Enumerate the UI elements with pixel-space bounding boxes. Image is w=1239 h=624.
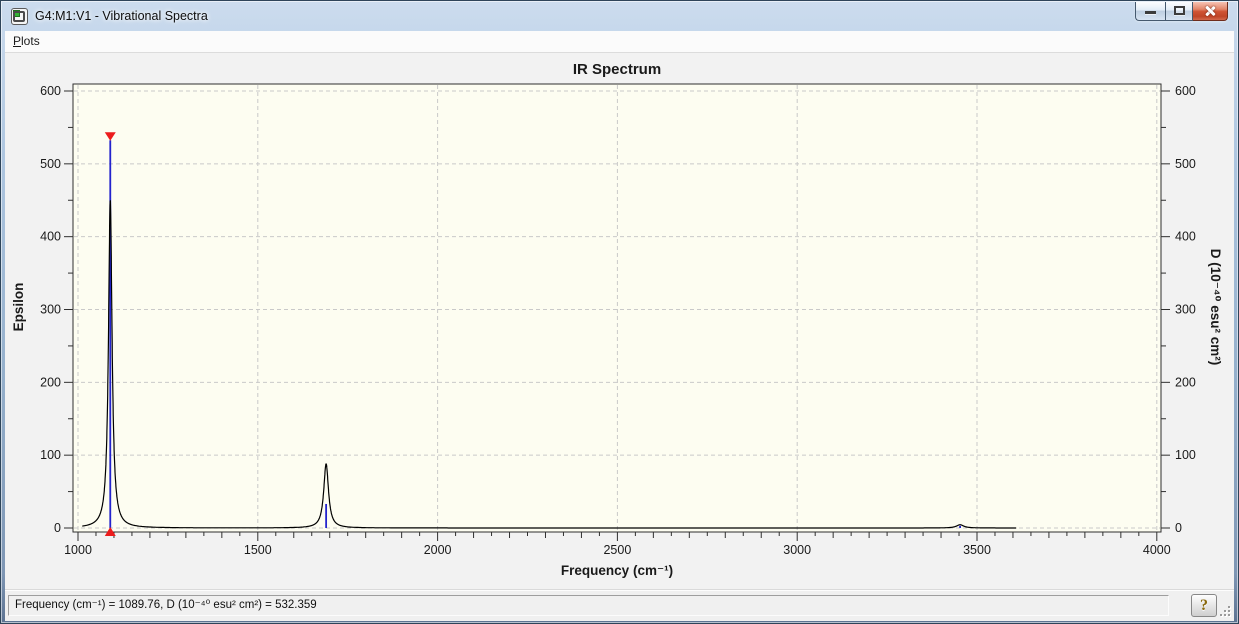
- ir-spectrum-chart[interactable]: 1000 1500 2000 2500 3000 3500 4000 0 0 100 100 200 2…: [5, 53, 1236, 589]
- help-button[interactable]: ?: [1191, 594, 1217, 617]
- minimize-icon: [1145, 11, 1156, 14]
- x-tick-label: 2000: [424, 543, 452, 557]
- y-left-tick-label: 400: [40, 230, 61, 244]
- menu-plots[interactable]: Plots: [5, 31, 48, 48]
- y-left-tick-label: 100: [40, 448, 61, 462]
- y-right-tick-label: 200: [1175, 375, 1196, 389]
- y-right-tick-label: 600: [1175, 84, 1196, 98]
- x-tick-label: 2500: [603, 543, 631, 557]
- app-icon: [11, 8, 28, 25]
- y-left-tick-label: 200: [40, 375, 61, 389]
- title-bar[interactable]: G4:M1:V1 - Vibrational Spectra: [2, 2, 1237, 31]
- close-button[interactable]: [1193, 2, 1228, 21]
- y-right-axis-label: D (10⁻⁴⁰ esu² cm²): [1208, 249, 1223, 366]
- y-left-axis-label: Epsilon: [11, 283, 26, 332]
- status-message: Frequency (cm⁻¹) = 1089.76, D (10⁻⁴⁰ esu…: [8, 595, 1169, 616]
- x-axis-label: Frequency (cm⁻¹): [561, 563, 673, 578]
- close-icon: [1204, 5, 1216, 17]
- minimize-button[interactable]: [1135, 2, 1165, 21]
- y-right-tick-label: 0: [1175, 521, 1182, 535]
- y-left-tick-label: 500: [40, 157, 61, 171]
- y-left-tick-label: 300: [40, 303, 61, 317]
- status-readout: Frequency (cm⁻¹) = 1089.76, D (10⁻⁴⁰ esu…: [15, 599, 317, 611]
- maximize-icon: [1174, 6, 1185, 15]
- y-left-tick-label: 0: [54, 521, 61, 535]
- y-right-tick-label: 100: [1175, 448, 1196, 462]
- x-tick-label: 3500: [963, 543, 991, 557]
- spectrum-curve: [82, 200, 1017, 529]
- maximize-button[interactable]: [1165, 2, 1193, 21]
- y-right-tick-label: 500: [1175, 157, 1196, 171]
- menu-plots-accelerator: P: [13, 34, 22, 48]
- y-right-tick-label: 300: [1175, 303, 1196, 317]
- chart-area: 1000 1500 2000 2500 3000 3500 4000 0 0 100 100 200 2…: [5, 53, 1234, 589]
- resize-grip[interactable]: [1218, 604, 1230, 616]
- window-title: G4:M1:V1 - Vibrational Spectra: [35, 9, 208, 23]
- selected-peak-marker-bottom: [104, 527, 116, 536]
- status-bar: Frequency (cm⁻¹) = 1089.76, D (10⁻⁴⁰ esu…: [5, 589, 1234, 621]
- y-right-tick-label: 400: [1175, 230, 1196, 244]
- x-tick-label: 1500: [244, 543, 272, 557]
- menu-bar: Plots: [5, 31, 1234, 53]
- x-tick-label: 3000: [783, 543, 811, 557]
- caption-buttons: [1135, 2, 1228, 21]
- chart-title: IR Spectrum: [573, 61, 661, 78]
- x-tick-label: 4000: [1143, 543, 1171, 557]
- y-left-tick-label: 600: [40, 84, 61, 98]
- x-tick-label: 1000: [64, 543, 92, 557]
- menu-plots-label: lots: [21, 34, 40, 48]
- selected-peak-marker-top: [104, 132, 116, 141]
